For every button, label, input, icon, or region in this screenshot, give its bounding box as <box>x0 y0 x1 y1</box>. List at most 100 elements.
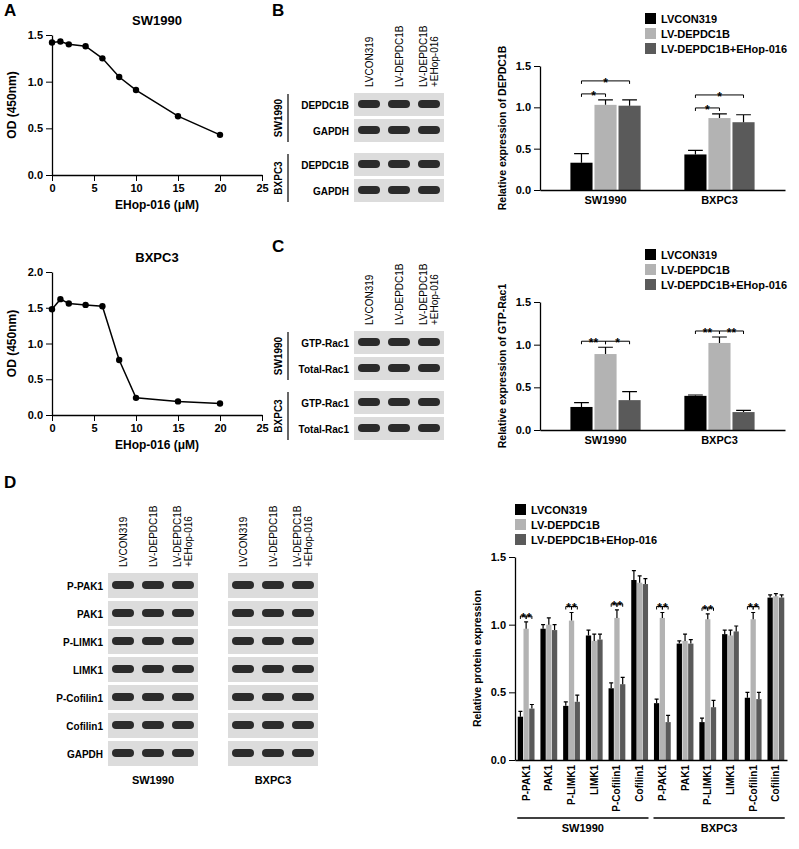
error-bar <box>622 392 637 401</box>
bar <box>711 707 716 760</box>
data-point <box>57 38 63 44</box>
tick-label: 0 <box>49 182 55 194</box>
category-label: P-LIMK1 <box>702 765 713 805</box>
error-bar <box>774 594 778 597</box>
error-bar <box>598 347 613 354</box>
tick-mark <box>136 175 137 181</box>
plot-area <box>570 100 754 190</box>
blot-band <box>142 721 164 729</box>
data-point <box>116 357 122 363</box>
plot-area <box>49 296 223 407</box>
line-chart: 05101520250.00.51.01.5SW1990EHop-016 (μM… <box>5 13 269 212</box>
lane-label: LV-DEPDC1B <box>268 505 279 567</box>
error-bar <box>780 595 784 598</box>
x-axis-title: EHop-016 (μM) <box>115 438 199 452</box>
axis-line <box>516 760 788 761</box>
row-label: GAPDH <box>67 749 103 760</box>
tick: 0.0 <box>28 409 52 421</box>
blot-band <box>142 693 164 701</box>
tick: 0.5 <box>28 122 52 134</box>
tick-label: 0.0 <box>28 409 43 421</box>
significance-label: * <box>572 601 577 615</box>
category-tick: Cofilin1 <box>634 760 645 802</box>
row-label: GAPDH <box>313 126 349 137</box>
blot-band <box>358 338 380 346</box>
bar <box>751 619 756 760</box>
error-bar <box>530 705 534 709</box>
y-axis: 0.00.51.01.5 <box>516 296 541 436</box>
data-point <box>99 303 105 309</box>
error-bar <box>638 576 642 583</box>
tick-label: 0.0 <box>28 169 43 181</box>
significance-label: ** <box>727 326 737 340</box>
bar <box>586 635 591 760</box>
blot-band <box>112 749 134 757</box>
tick: 25 <box>256 415 268 434</box>
significance-label: * <box>612 599 617 613</box>
blot-band <box>292 637 314 645</box>
error-bar <box>592 634 596 641</box>
bar <box>540 629 545 760</box>
error-bar <box>574 154 589 163</box>
tick-label: 15 <box>172 422 184 434</box>
group-line <box>517 817 648 818</box>
bar <box>728 635 733 760</box>
axis-line <box>52 36 53 176</box>
lane-label: +EHop-016 <box>303 516 314 567</box>
tick-label: 0.5 <box>516 381 531 393</box>
tick: 1.0 <box>516 339 540 351</box>
blot-band <box>112 637 134 645</box>
tick: 1.5 <box>516 60 540 72</box>
tick-mark <box>46 272 52 273</box>
error-bar <box>622 100 637 106</box>
significance-label: * <box>748 601 753 615</box>
blot-strip <box>228 601 318 626</box>
significance-label: * <box>617 599 622 613</box>
tick-label: 1.5 <box>516 296 531 308</box>
bar <box>620 684 625 760</box>
tick: 0.5 <box>516 143 540 155</box>
lane-label: LV-DEPDC1B <box>418 25 429 87</box>
tick: 1.0 <box>491 619 515 631</box>
bar <box>570 407 592 430</box>
significance-label: * <box>657 601 662 615</box>
error-bar <box>643 579 647 584</box>
tick-mark <box>534 302 540 303</box>
significance-label: * <box>705 103 710 117</box>
western-blot: LVCON319LV-DEPDC1BLV-DEPDC1B+EHop-016DEP… <box>273 25 444 202</box>
tick-label: 20 <box>214 182 226 194</box>
data-line <box>52 299 220 403</box>
significance-label: * <box>615 336 620 350</box>
tick-label: 25 <box>256 182 268 194</box>
panel-letter: A <box>4 1 16 20</box>
bar-chart: 0.00.51.01.5SW1990BXPC3****LVCON319LV-DE… <box>496 13 787 211</box>
blot-band <box>292 749 314 757</box>
blot-band <box>388 364 410 372</box>
tick-mark <box>534 107 540 108</box>
error-bar <box>712 700 716 707</box>
error-bar <box>598 100 613 105</box>
legend-swatch <box>515 519 526 530</box>
y-axis-title: OD (450nm) <box>5 310 19 377</box>
tick-mark <box>46 82 52 83</box>
western-blot: LVCON319LV-DEPDC1BLV-DEPDC1B+EHop-016GTP… <box>273 263 444 440</box>
tick-mark <box>46 344 52 345</box>
blot-band <box>142 749 164 757</box>
axis-line <box>540 67 541 191</box>
tick-label: 10 <box>130 182 142 194</box>
bar <box>767 598 772 760</box>
error-bar <box>575 695 579 702</box>
category-label: PAK1 <box>543 765 554 791</box>
legend-label: LVCON319 <box>661 13 717 25</box>
row-label: GTP-Rac1 <box>301 398 349 409</box>
lane-label: +EHop-016 <box>183 516 194 567</box>
tick-label: 1.5 <box>491 551 506 563</box>
bar <box>734 631 739 760</box>
tick-label: 1.5 <box>516 60 531 72</box>
tick-mark <box>534 190 540 191</box>
tick-mark <box>509 557 515 558</box>
blot-band <box>262 749 284 757</box>
panel-letter: D <box>4 473 16 492</box>
blot-strip <box>354 179 444 202</box>
blot-band <box>172 637 194 645</box>
